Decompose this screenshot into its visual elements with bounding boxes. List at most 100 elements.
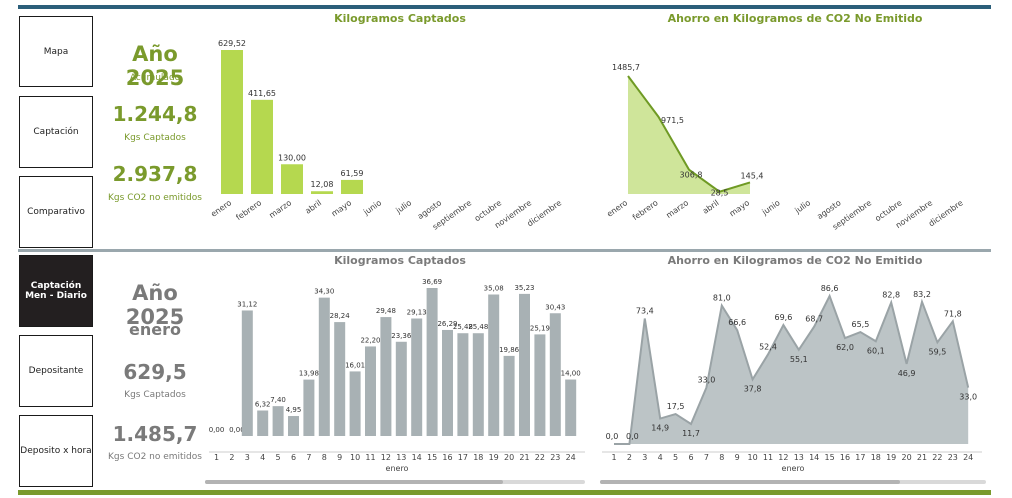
nav-button-depositante[interactable]: Depositante [19, 335, 93, 407]
x-tick-label: 18 [871, 453, 881, 462]
nav-label: Comparativo [27, 207, 85, 217]
data-label: 62,0 [836, 343, 854, 352]
x-tick-label: 13 [794, 453, 804, 462]
x-tick-label: febrero [631, 198, 660, 222]
data-label: 4,95 [286, 406, 302, 414]
scrollbar-bottom-co2[interactable] [600, 480, 986, 484]
x-tick-label: febrero [234, 198, 263, 222]
bottom-kgs-value: 629,5 [123, 360, 187, 384]
x-tick-label: 17 [458, 453, 468, 462]
x-tick-label: 8 [322, 453, 327, 462]
data-label: 971,5 [661, 116, 684, 125]
x-tick-label: 6 [688, 453, 693, 462]
scrollbar-bottom-kg[interactable] [205, 480, 585, 484]
bar [395, 341, 407, 436]
x-tick-label: 15 [825, 453, 835, 462]
bar [341, 179, 363, 194]
x-tick-label: 23 [948, 453, 958, 462]
bottom-year-title: Año 2025 [125, 281, 185, 329]
x-tick-label: 4 [658, 453, 663, 462]
x-tick-label: 21 [917, 453, 927, 462]
x-tick-label: 18 [473, 453, 483, 462]
bar [565, 379, 577, 436]
x-tick-label: 20 [902, 453, 912, 462]
top-year-title: Año 2025 [125, 42, 185, 90]
area-fill [628, 76, 750, 194]
nav-button-captacion[interactable]: Captación [19, 96, 93, 168]
bottom-co2-value: 1.485,7 [112, 422, 198, 446]
bar [349, 371, 361, 436]
top-co2-value: 2.937,8 [112, 162, 198, 186]
top-kgs-label: Kgs Captados [124, 133, 186, 143]
bar [519, 293, 530, 436]
x-tick-label: 3 [642, 453, 647, 462]
data-label: 65,5 [851, 320, 869, 329]
data-label: 19,86 [499, 346, 520, 354]
data-label: 25,19 [530, 324, 550, 332]
bar [472, 333, 484, 436]
bottom-kgs-label: Kgs Captados [124, 390, 186, 400]
bar [503, 355, 515, 436]
x-tick-label: 2 [229, 453, 234, 462]
top-co2-label: Kgs CO2 no emitidos [108, 193, 202, 203]
x-tick-label: 3 [245, 453, 250, 462]
nav-button-captacion-men-diario[interactable]: Captación Men - Diario [19, 255, 93, 327]
x-axis-title: enero [386, 464, 409, 473]
data-label: 29,13 [407, 308, 427, 316]
scrollbar-thumb[interactable] [205, 480, 503, 484]
chart-bottom-co2: 0,0 1 0,0 2 73,4 3 14,9 4 17,5 5 11,7 6 33,0 7 81,0 8 66… [602, 284, 982, 473]
nav-label: Captación Men - Diario [25, 281, 87, 301]
top-accent-bar [18, 5, 991, 9]
x-tick-label: 16 [442, 453, 452, 462]
nav-button-mapa[interactable]: Mapa [19, 16, 93, 87]
chart-bottom-kg: 0,00 1 0,00 2 31,12 3 6,32 4 7,40 5 4,95 6 13,98 7 34,… [209, 278, 585, 473]
bottom-accent-bar [18, 490, 991, 495]
x-tick-label: 19 [886, 453, 896, 462]
chart-title-top-kg: Kilogramos Captados [334, 12, 466, 25]
data-label: 0,00 [229, 426, 245, 434]
data-label: 82,8 [882, 290, 900, 299]
x-tick-label: enero [209, 198, 233, 219]
data-label: 35,08 [484, 284, 504, 292]
data-label: 0,0 [626, 432, 639, 441]
bar [288, 416, 299, 436]
bar [272, 406, 284, 436]
nav-button-deposito-x-hora[interactable]: Deposito x hora [19, 415, 93, 487]
data-label: 52,4 [759, 342, 777, 351]
bar [549, 313, 561, 436]
x-tick-label: 5 [276, 453, 281, 462]
data-label: 60,1 [867, 346, 885, 355]
bar [534, 334, 546, 436]
x-tick-label: 7 [704, 453, 709, 462]
data-label: 12,08 [311, 180, 334, 189]
x-tick-label: 17 [855, 453, 865, 462]
x-tick-label: 19 [489, 453, 499, 462]
bar [411, 318, 423, 436]
x-tick-label: 24 [566, 453, 576, 462]
series-line [627, 75, 751, 193]
x-tick-label: 22 [535, 453, 545, 462]
x-tick-label: 11 [365, 453, 375, 462]
data-label: 14,9 [651, 424, 669, 433]
bar [334, 322, 346, 436]
scrollbar-thumb[interactable] [600, 480, 900, 484]
x-tick-label: julio [793, 198, 813, 216]
x-tick-label: 24 [963, 453, 973, 462]
data-label: 13,98 [299, 370, 319, 378]
data-label: 31,12 [237, 300, 257, 308]
x-tick-label: enero [605, 198, 629, 219]
bar [303, 379, 315, 436]
x-tick-label: 8 [719, 453, 724, 462]
bar [380, 317, 392, 436]
x-tick-label: 15 [427, 453, 437, 462]
x-tick-label: marzo [664, 198, 690, 220]
bar [221, 50, 243, 194]
nav-button-comparativo[interactable]: Comparativo [19, 176, 93, 248]
x-tick-label: 7 [306, 453, 311, 462]
data-label: 68,7 [805, 315, 823, 324]
data-label: 145,4 [741, 171, 764, 180]
data-label: 130,00 [278, 153, 306, 162]
data-label: 11,7 [682, 429, 700, 438]
data-label: 83,2 [913, 290, 931, 299]
data-label: 81,0 [713, 294, 731, 303]
